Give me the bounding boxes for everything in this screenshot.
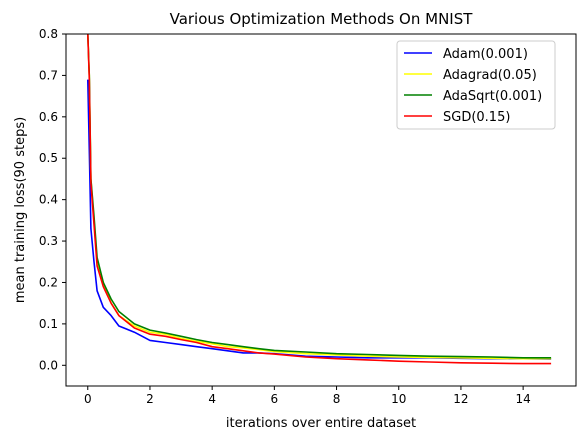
series-line-3 [87, 34, 552, 365]
y-tick-label: 0.7 [39, 68, 58, 82]
x-tick-label: 4 [208, 392, 216, 406]
y-tick-label: 0.4 [39, 193, 58, 207]
y-tick-label: 0.5 [39, 151, 58, 165]
legend-label-2: AdaSqrt(0.001) [443, 89, 542, 104]
y-tick-label: 0.2 [39, 275, 58, 289]
x-tick-label: 0 [84, 392, 92, 406]
x-tick-label: 2 [146, 392, 154, 406]
y-tick-label: 0.3 [39, 234, 58, 248]
y-tick-label: 0.0 [39, 358, 58, 372]
legend-label-3: SGD(0.15) [443, 110, 510, 125]
legend-label-1: Adagrad(0.05) [443, 68, 537, 83]
y-axis: 0.0 0.1 0.2 0.3 0.4 0.5 0.6 0.7 0.8 [39, 27, 66, 372]
y-tick-label: 0.1 [39, 317, 58, 331]
plot-frame [65, 33, 577, 387]
y-tick-label: 0.8 [39, 27, 58, 41]
x-tick-label: 6 [271, 392, 279, 406]
x-axis-label: iterations over entire dataset [226, 416, 416, 431]
series-line-2 [87, 34, 552, 359]
legend-box [396, 40, 556, 130]
x-tick-label: 10 [391, 392, 406, 406]
y-axis-label: mean training loss(90 steps) [13, 117, 28, 303]
legend-label-0: Adam(0.001) [443, 47, 528, 62]
series-layer [87, 34, 552, 365]
x-tick-label: 14 [515, 392, 530, 406]
chart-title: Various Optimization Methods On MNIST [170, 10, 474, 28]
x-tick-label: 8 [333, 392, 341, 406]
legend: Adam(0.001) Adagrad(0.05) AdaSqrt(0.001) SG… [396, 40, 556, 130]
x-axis: 0 2 4 6 8 10 12 14 [84, 386, 531, 406]
x-tick-label: 12 [453, 392, 468, 406]
y-tick-label: 0.6 [39, 110, 58, 124]
